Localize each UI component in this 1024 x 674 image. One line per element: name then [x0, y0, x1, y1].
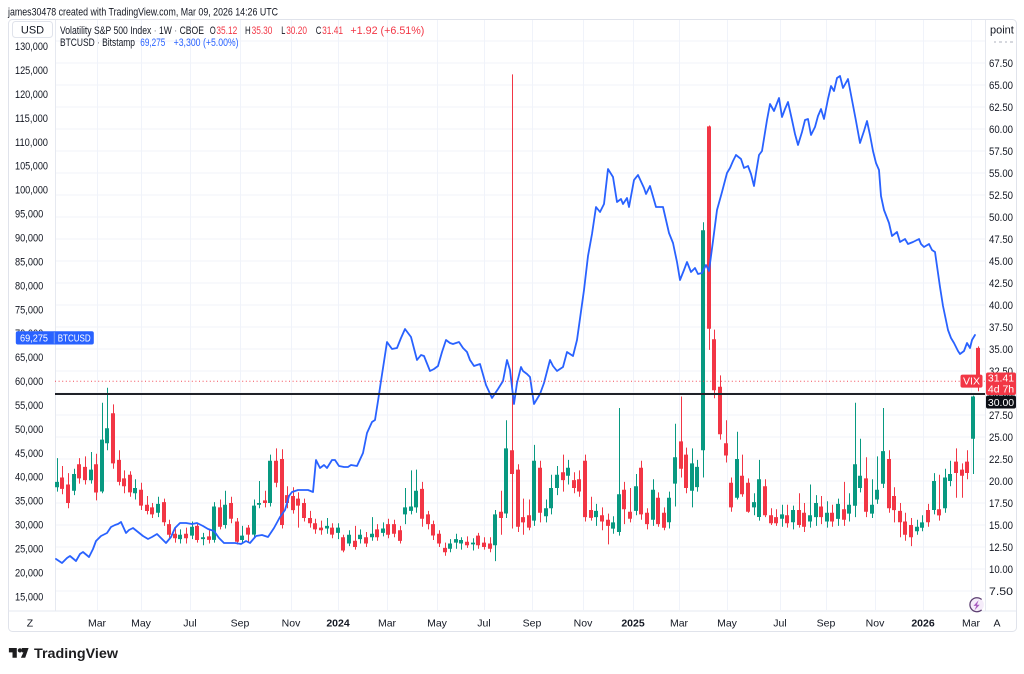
svg-text:95,000: 95,000 — [15, 209, 43, 221]
svg-text:2025: 2025 — [621, 617, 645, 629]
svg-text:40,000: 40,000 — [15, 472, 43, 484]
svg-text:25.00: 25.00 — [989, 432, 1013, 444]
svg-text:90,000: 90,000 — [15, 233, 43, 245]
svg-text:75,000: 75,000 — [15, 304, 43, 316]
svg-text:50,000: 50,000 — [15, 424, 43, 436]
svg-text:60.00: 60.00 — [989, 124, 1013, 136]
svg-text:35.30: 35.30 — [252, 25, 273, 37]
svg-text:47.50: 47.50 — [989, 234, 1013, 246]
svg-text:15,000: 15,000 — [15, 591, 43, 603]
svg-text:65,000: 65,000 — [15, 352, 43, 364]
svg-text:L: L — [281, 25, 285, 37]
svg-text:USD: USD — [21, 25, 44, 37]
svg-text:Jul: Jul — [477, 617, 490, 629]
svg-text:105,000: 105,000 — [15, 161, 48, 173]
svg-text:31.41: 31.41 — [322, 25, 343, 37]
svg-text:VIX: VIX — [963, 376, 980, 387]
svg-text:Jul: Jul — [183, 617, 196, 629]
svg-text:55.00: 55.00 — [989, 168, 1013, 180]
svg-text:BTCUSD: BTCUSD — [58, 333, 91, 344]
svg-text:A: A — [993, 617, 1000, 629]
svg-text:Nov: Nov — [282, 617, 301, 629]
svg-text:May: May — [131, 617, 152, 629]
svg-text:45,000: 45,000 — [15, 448, 43, 460]
svg-text:130,000: 130,000 — [15, 41, 48, 53]
svg-text:30.00: 30.00 — [988, 397, 1014, 409]
svg-text:Sep: Sep — [523, 617, 542, 629]
svg-text:+3,300 (+5.00%): +3,300 (+5.00%) — [174, 37, 239, 49]
svg-text:O: O — [210, 25, 216, 37]
svg-text:62.50: 62.50 — [989, 102, 1013, 114]
svg-text:Mar: Mar — [378, 617, 397, 629]
svg-text:BTCUSD · Bitstamp: BTCUSD · Bitstamp — [60, 37, 135, 49]
svg-text:Volatility S&P 500 Index · 1W: Volatility S&P 500 Index · 1W · CBOE — [60, 25, 204, 37]
svg-text:20.00: 20.00 — [989, 476, 1013, 488]
svg-text:60,000: 60,000 — [15, 376, 43, 388]
svg-text:25,000: 25,000 — [15, 544, 43, 556]
svg-text:james30478 created with Tradin: james30478 created with TradingView.com,… — [7, 7, 278, 19]
svg-text:125,000: 125,000 — [15, 65, 48, 77]
svg-text:Mar: Mar — [670, 617, 689, 629]
svg-text:35,000: 35,000 — [15, 496, 43, 508]
svg-text:69,275: 69,275 — [140, 37, 165, 49]
svg-text:35.00: 35.00 — [989, 344, 1013, 356]
svg-text:110,000: 110,000 — [15, 137, 48, 149]
svg-text:30,000: 30,000 — [15, 520, 43, 532]
svg-text:TradingView: TradingView — [34, 646, 119, 661]
svg-text:2026: 2026 — [911, 617, 935, 629]
svg-text:4d 7h: 4d 7h — [988, 384, 1014, 396]
svg-text:120,000: 120,000 — [15, 89, 48, 101]
svg-text:point: point — [990, 25, 1014, 37]
svg-text:85,000: 85,000 — [15, 256, 43, 268]
svg-text:35.12: 35.12 — [216, 25, 237, 37]
svg-text:45.00: 45.00 — [989, 256, 1013, 268]
svg-text:67.50: 67.50 — [989, 58, 1013, 70]
svg-text:Z: Z — [27, 617, 34, 629]
svg-text:Jul: Jul — [773, 617, 786, 629]
svg-text:May: May — [717, 617, 738, 629]
svg-text:115,000: 115,000 — [15, 113, 48, 125]
svg-text:31.41: 31.41 — [988, 373, 1014, 385]
svg-text:50.00: 50.00 — [989, 212, 1013, 224]
svg-text:2024: 2024 — [326, 617, 350, 629]
svg-text:22.50: 22.50 — [989, 454, 1013, 466]
svg-text:17.50: 17.50 — [989, 498, 1013, 510]
svg-text:10.00: 10.00 — [989, 564, 1013, 576]
svg-text:65.00: 65.00 — [989, 80, 1013, 92]
svg-text:40.00: 40.00 — [989, 300, 1013, 312]
svg-text:Mar: Mar — [88, 617, 107, 629]
svg-text:69,275: 69,275 — [20, 333, 48, 344]
svg-text:C: C — [316, 25, 322, 37]
svg-text:37.50: 37.50 — [989, 322, 1013, 334]
svg-text:7.50: 7.50 — [989, 586, 1013, 598]
svg-text:55,000: 55,000 — [15, 400, 43, 412]
svg-text:27.50: 27.50 — [989, 410, 1013, 422]
svg-text:+1.92 (+6.51%): +1.92 (+6.51%) — [350, 25, 424, 37]
svg-text:Sep: Sep — [817, 617, 836, 629]
svg-text:30.20: 30.20 — [286, 25, 307, 37]
svg-text:Mar: Mar — [962, 617, 981, 629]
svg-text:42.50: 42.50 — [989, 278, 1013, 290]
svg-text:20,000: 20,000 — [15, 567, 43, 579]
svg-text:Nov: Nov — [866, 617, 885, 629]
svg-text:100,000: 100,000 — [15, 185, 48, 197]
svg-text:H: H — [245, 25, 251, 37]
svg-text:57.50: 57.50 — [989, 146, 1013, 158]
svg-text:52.50: 52.50 — [989, 190, 1013, 202]
svg-text:Sep: Sep — [231, 617, 250, 629]
svg-text:12.50: 12.50 — [989, 542, 1013, 554]
svg-text:Nov: Nov — [574, 617, 593, 629]
svg-text:80,000: 80,000 — [15, 280, 43, 292]
svg-text:15.00: 15.00 — [989, 520, 1013, 532]
svg-text:May: May — [427, 617, 448, 629]
